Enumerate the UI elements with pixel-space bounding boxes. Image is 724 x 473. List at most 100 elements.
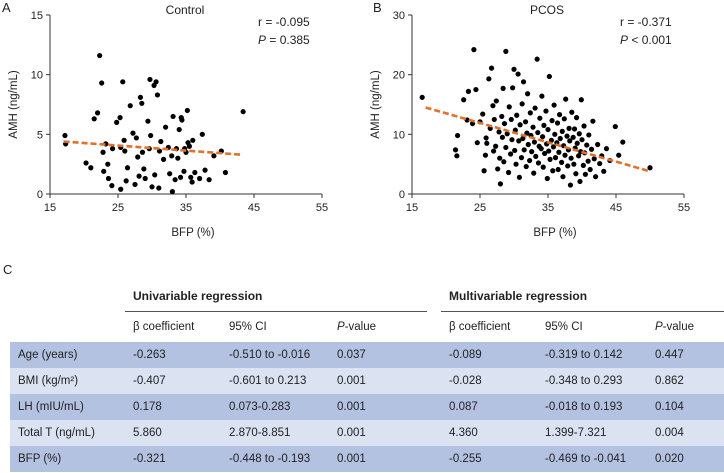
m-ci-header: 95% CI — [545, 321, 583, 333]
u-beta-header: β coefficient — [133, 321, 195, 333]
x-axis-label: BFP (%) — [533, 227, 576, 239]
table-row: Age (years) -0.263 -0.510 to -0.016 0.03… — [10, 342, 724, 368]
data-point — [554, 120, 561, 126]
u-ci-cell: 2.870-8.851 — [229, 427, 291, 439]
data-point — [564, 133, 570, 139]
data-point — [137, 94, 144, 100]
trend-line — [63, 140, 241, 156]
data-point — [521, 147, 527, 153]
data-point — [543, 108, 549, 114]
y-tick-label: 15 — [31, 10, 43, 22]
data-point — [557, 135, 563, 142]
data-point — [523, 163, 529, 170]
data-point — [497, 155, 503, 161]
data-point — [481, 168, 487, 174]
row-label: BMI (kg/m²) — [18, 375, 79, 387]
m-ci-cell: -0.018 to 0.193 — [545, 401, 623, 413]
data-point — [559, 159, 565, 165]
u-p-cell: 0.001 — [337, 401, 366, 413]
data-point — [574, 140, 580, 146]
gap-cell — [427, 420, 441, 446]
p-value: < 0.001 — [628, 33, 672, 47]
u-p-italic: P — [337, 321, 345, 333]
m-beta-cell: -0.255 — [449, 453, 482, 465]
data-point — [206, 177, 212, 183]
x-tick-label: 35 — [180, 202, 192, 214]
data-point — [571, 126, 578, 132]
data-point — [508, 151, 514, 157]
u-beta-cell: 0.178 — [133, 401, 162, 413]
data-point — [533, 153, 539, 160]
data-point — [495, 166, 501, 172]
data-point — [530, 124, 536, 130]
data-point — [561, 116, 567, 122]
data-point — [179, 117, 185, 123]
data-point — [580, 162, 586, 168]
data-point — [186, 143, 192, 149]
row-label: BFP (%) — [18, 453, 62, 465]
gap-cell — [427, 368, 441, 394]
p-annotation: P < 0.001 — [620, 33, 672, 47]
data-point — [535, 160, 542, 166]
x-tick-label: 15 — [406, 202, 418, 214]
data-point — [172, 177, 178, 183]
y-tick-label: 0 — [37, 189, 43, 201]
univariable-header: Univariable regression — [125, 281, 427, 312]
data-point — [83, 160, 89, 166]
m-ci-cell: -0.348 to 0.293 — [545, 375, 623, 387]
u-p-cell: 0.001 — [337, 427, 366, 439]
data-point — [177, 174, 184, 180]
data-point — [499, 134, 506, 140]
data-point — [508, 116, 514, 123]
data-point — [95, 110, 101, 116]
table-row: BMI (kg/m²) -0.407 -0.601 to 0.213 0.001… — [10, 368, 724, 394]
data-point — [130, 130, 136, 136]
data-point — [539, 134, 546, 140]
trend-line — [425, 106, 651, 173]
m-beta-cell: 4.360 — [449, 427, 478, 439]
data-point — [570, 134, 576, 140]
m-ci-cell: -0.319 to 0.142 — [545, 349, 623, 361]
chart-title: PCOS — [530, 3, 564, 17]
y-tick-label: 30 — [393, 10, 405, 22]
y-tick-label: 10 — [393, 129, 405, 141]
data-point — [62, 132, 68, 139]
data-point — [158, 138, 164, 145]
data-point — [100, 149, 106, 155]
y-axis-label: AMH (ng/mL) — [370, 70, 382, 139]
u-p-header: P-value — [329, 312, 427, 343]
header-gap — [427, 281, 441, 312]
data-point — [490, 103, 496, 109]
data-point — [534, 56, 540, 62]
data-point — [582, 171, 588, 177]
m-p-cell: 0.862 — [655, 375, 684, 387]
data-point — [167, 171, 173, 177]
u-ci-cell: -0.601 to 0.213 — [229, 375, 307, 387]
data-point — [549, 118, 555, 124]
data-point — [569, 109, 575, 115]
data-point — [529, 149, 535, 155]
data-point — [169, 153, 175, 159]
data-point — [503, 144, 509, 151]
u-p-cell: 0.037 — [337, 349, 366, 361]
data-point — [506, 104, 512, 110]
data-point — [188, 174, 194, 180]
data-point — [590, 118, 596, 124]
data-point — [527, 157, 533, 164]
data-point — [480, 111, 486, 117]
m-p-suffix: -value — [662, 321, 694, 333]
data-point — [603, 146, 610, 152]
data-point — [566, 125, 572, 131]
data-point — [154, 92, 161, 98]
data-point — [544, 175, 550, 182]
data-point — [513, 161, 519, 167]
data-point — [105, 161, 111, 167]
p-italic: P — [258, 33, 266, 47]
data-point — [595, 141, 601, 148]
data-point — [525, 141, 531, 148]
data-point — [568, 155, 574, 161]
data-point — [97, 52, 103, 59]
data-point — [504, 131, 510, 137]
data-point — [124, 165, 131, 171]
data-point — [555, 166, 561, 173]
